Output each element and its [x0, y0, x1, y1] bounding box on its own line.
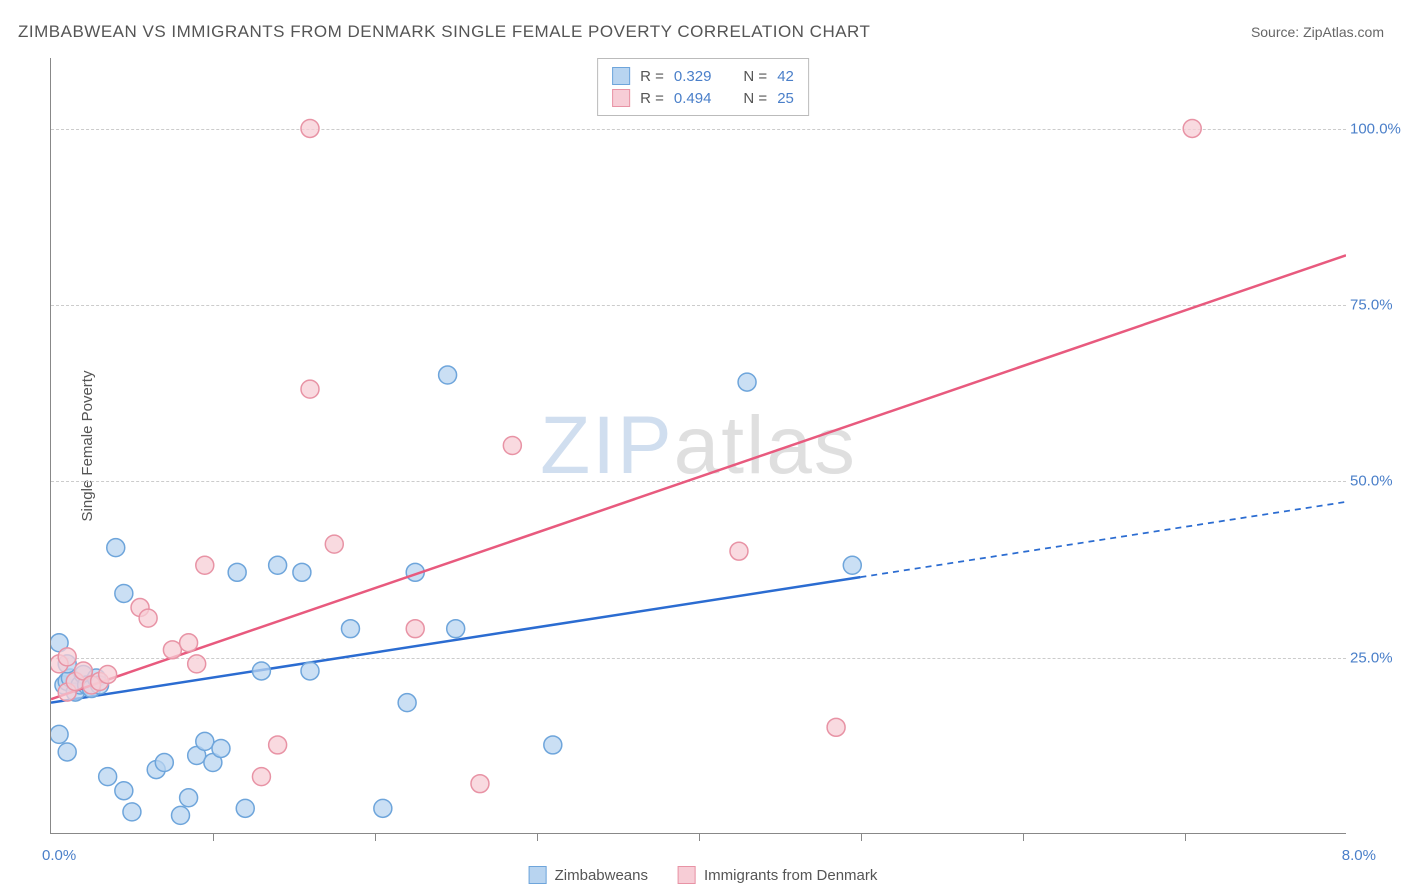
series-legend-item: Immigrants from Denmark	[678, 866, 877, 884]
data-point	[398, 694, 416, 712]
n-value: 25	[777, 90, 794, 107]
stats-legend-row: R = 0.329 N = 42	[612, 65, 794, 87]
trend-line	[51, 255, 1346, 699]
data-point	[447, 620, 465, 638]
data-point	[139, 609, 157, 627]
data-point	[301, 119, 319, 137]
legend-swatch	[678, 866, 696, 884]
data-point	[325, 535, 343, 553]
plot-svg	[51, 58, 1346, 833]
x-min-label: 0.0%	[42, 847, 76, 864]
data-point	[172, 806, 190, 824]
data-point	[269, 736, 287, 754]
n-value: 42	[777, 68, 794, 85]
data-point	[252, 662, 270, 680]
data-point	[51, 725, 68, 743]
x-tick	[375, 833, 376, 841]
y-tick-label: 25.0%	[1350, 649, 1406, 666]
data-point	[107, 539, 125, 557]
x-max-label: 8.0%	[1342, 847, 1376, 864]
trend-line	[51, 577, 860, 702]
data-point	[843, 556, 861, 574]
data-point	[544, 736, 562, 754]
series-legend-item: Zimbabweans	[529, 866, 648, 884]
r-label: R =	[640, 90, 664, 107]
data-point	[341, 620, 359, 638]
data-point	[301, 662, 319, 680]
data-point	[1183, 119, 1201, 137]
stats-legend-row: R = 0.494 N = 25	[612, 87, 794, 109]
data-point	[115, 782, 133, 800]
legend-swatch	[612, 89, 630, 107]
data-point	[99, 665, 117, 683]
data-point	[439, 366, 457, 384]
data-point	[155, 754, 173, 772]
data-point	[58, 743, 76, 761]
data-point	[503, 437, 521, 455]
stats-legend: R = 0.329 N = 42 R = 0.494 N = 25	[597, 58, 809, 116]
n-label: N =	[743, 68, 767, 85]
legend-swatch	[529, 866, 547, 884]
series-legend: Zimbabweans Immigrants from Denmark	[529, 866, 878, 884]
data-point	[212, 739, 230, 757]
data-point	[196, 556, 214, 574]
series-label: Immigrants from Denmark	[704, 867, 877, 884]
data-point	[269, 556, 287, 574]
data-point	[406, 620, 424, 638]
r-value: 0.494	[674, 90, 712, 107]
y-tick-label: 50.0%	[1350, 473, 1406, 490]
x-tick	[861, 833, 862, 841]
data-point	[196, 732, 214, 750]
x-tick	[699, 833, 700, 841]
data-point	[180, 634, 198, 652]
data-point	[471, 775, 489, 793]
data-point	[252, 768, 270, 786]
data-point	[827, 718, 845, 736]
data-point	[99, 768, 117, 786]
n-label: N =	[743, 90, 767, 107]
data-point	[180, 789, 198, 807]
data-point	[188, 655, 206, 673]
x-tick	[1185, 833, 1186, 841]
source-prefix: Source:	[1251, 24, 1303, 40]
x-tick	[537, 833, 538, 841]
data-point	[236, 799, 254, 817]
data-point	[58, 648, 76, 666]
chart-title: ZIMBABWEAN VS IMMIGRANTS FROM DENMARK SI…	[18, 22, 870, 42]
plot-area: ZIPatlas 25.0%50.0%75.0%100.0%	[50, 58, 1346, 834]
data-point	[293, 563, 311, 581]
source-name: ZipAtlas.com	[1303, 24, 1384, 40]
data-point	[730, 542, 748, 560]
data-point	[374, 799, 392, 817]
data-point	[738, 373, 756, 391]
trend-line-extrapolated	[860, 502, 1346, 577]
r-label: R =	[640, 68, 664, 85]
data-point	[228, 563, 246, 581]
data-point	[301, 380, 319, 398]
r-value: 0.329	[674, 68, 712, 85]
source-attribution: Source: ZipAtlas.com	[1251, 24, 1384, 40]
y-tick-label: 100.0%	[1350, 120, 1406, 137]
data-point	[123, 803, 141, 821]
x-tick	[1023, 833, 1024, 841]
legend-swatch	[612, 67, 630, 85]
series-label: Zimbabweans	[555, 867, 648, 884]
y-tick-label: 75.0%	[1350, 296, 1406, 313]
x-tick	[213, 833, 214, 841]
data-point	[163, 641, 181, 659]
data-point	[115, 584, 133, 602]
